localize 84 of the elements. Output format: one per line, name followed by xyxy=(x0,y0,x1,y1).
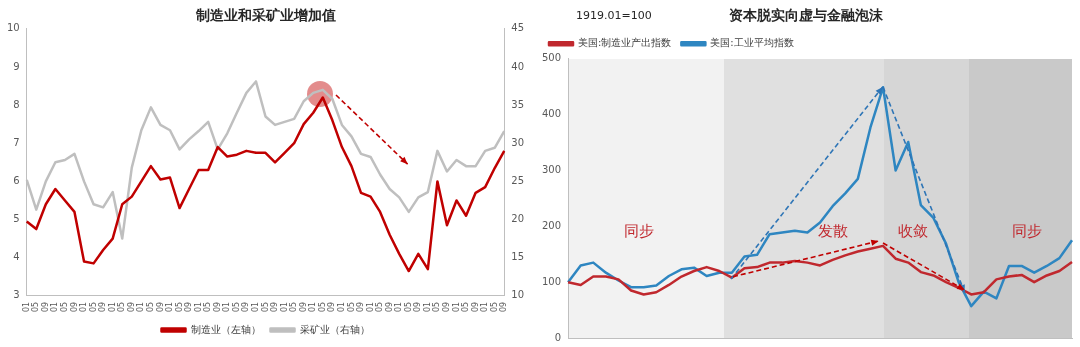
chart-title: 资本脱实向虚与金融泡沫 xyxy=(728,7,884,24)
x-tick-label: 01 xyxy=(451,301,461,313)
y-tick-label: 5 xyxy=(13,213,20,225)
y-tick-label: 10 xyxy=(6,22,20,34)
x-tick-label: 01 xyxy=(21,301,31,313)
x-tick-label: 09 xyxy=(241,301,251,313)
x-tick-label: 01 xyxy=(50,301,60,313)
x-tick-label: 05 xyxy=(117,301,127,313)
x-tick-label: 09 xyxy=(212,301,222,313)
x-tick-label: 05 xyxy=(88,301,98,313)
x-tick-label: 01 xyxy=(480,301,490,313)
y-tick-label: 0 xyxy=(554,331,562,343)
x-tick-label: 01 xyxy=(308,301,318,313)
annotation: 同步 xyxy=(1011,221,1042,240)
x-tick-label: 09 xyxy=(499,301,509,313)
x-tick-label: 05 xyxy=(260,301,270,313)
x-tick-label: 09 xyxy=(384,301,394,313)
x-tick-label: 05 xyxy=(145,301,155,313)
x-tick-label: 05 xyxy=(461,301,471,313)
y-tick-label: 4 xyxy=(13,251,20,263)
y-tick-label: 400 xyxy=(541,108,562,120)
x-tick-label: 09 xyxy=(327,301,337,313)
x-tick-label: 09 xyxy=(356,301,366,313)
x-tick-label: 09 xyxy=(184,301,194,313)
text: 1919.01=100 xyxy=(576,8,652,22)
x-tick-label: 01 xyxy=(365,301,375,313)
legend-label: 制造业（左轴） xyxy=(190,323,261,335)
x-tick-label: 09 xyxy=(40,301,50,313)
x-tick-label: 01 xyxy=(136,301,146,313)
annotation: 发散 xyxy=(817,221,848,240)
chart-title: 制造业和采矿业增加值 xyxy=(194,7,336,24)
x-tick-label: 05 xyxy=(31,301,41,313)
y-tick-label: 7 xyxy=(13,136,20,148)
y-tick-label: 300 xyxy=(541,164,562,176)
x-tick-label: 05 xyxy=(489,301,499,313)
x-tick-label: 01 xyxy=(394,301,404,313)
x-tick-label: 09 xyxy=(442,301,452,313)
x-tick-label: 05 xyxy=(346,301,356,313)
x-tick-label: 01 xyxy=(193,301,203,313)
x-tick-label: 05 xyxy=(375,301,385,313)
y-tick-label: 3 xyxy=(13,289,20,301)
x-tick-label: 09 xyxy=(69,301,79,313)
x-tick-label: 09 xyxy=(270,301,280,313)
y-tick-label: 8 xyxy=(13,98,20,110)
y2-tick-label: 40 xyxy=(511,60,525,72)
y2-tick-label: 35 xyxy=(511,98,525,110)
x-tick-label: 01 xyxy=(79,301,89,313)
annotation: 同步 xyxy=(623,221,654,240)
y2-tick-label: 25 xyxy=(511,174,525,186)
x-tick-label: 09 xyxy=(98,301,108,313)
y-tick-label: 9 xyxy=(13,60,20,72)
x-tick-label: 05 xyxy=(289,301,299,313)
legend-label: 美国:制造业产出指数 xyxy=(578,37,672,49)
x-tick-label: 01 xyxy=(165,301,175,313)
y2-tick-label: 45 xyxy=(511,22,525,34)
x-tick-label: 09 xyxy=(413,301,423,313)
x-tick-label: 05 xyxy=(403,301,413,313)
y2-tick-label: 15 xyxy=(511,251,525,263)
x-tick-label: 01 xyxy=(107,301,117,313)
x-tick-label: 01 xyxy=(222,301,232,313)
x-tick-label: 05 xyxy=(60,301,70,313)
y-tick-label: 6 xyxy=(13,174,20,186)
annotation: 收敛 xyxy=(897,221,928,240)
legend-label: 美国:工业平均指数 xyxy=(710,37,794,49)
x-tick-label: 09 xyxy=(126,301,136,313)
x-tick-label: 01 xyxy=(336,301,346,313)
x-tick-label: 09 xyxy=(155,301,165,313)
x-tick-label: 05 xyxy=(174,301,184,313)
x-tick-label: 09 xyxy=(298,301,308,313)
y-tick-label: 500 xyxy=(541,52,562,64)
y2-tick-label: 20 xyxy=(511,213,525,225)
y-tick-label: 100 xyxy=(541,275,562,287)
y2-tick-label: 10 xyxy=(511,289,525,301)
x-tick-label: 05 xyxy=(203,301,213,313)
x-tick-label: 09 xyxy=(470,301,480,313)
legend-label: 采矿业（右轴） xyxy=(299,323,370,335)
x-tick-label: 05 xyxy=(432,301,442,313)
y2-tick-label: 30 xyxy=(511,136,525,148)
x-tick-label: 01 xyxy=(251,301,261,313)
y-tick-label: 200 xyxy=(541,219,562,231)
x-tick-label: 05 xyxy=(231,301,241,313)
x-tick-label: 01 xyxy=(279,301,289,313)
x-tick-label: 05 xyxy=(317,301,327,313)
x-tick-label: 01 xyxy=(422,301,432,313)
